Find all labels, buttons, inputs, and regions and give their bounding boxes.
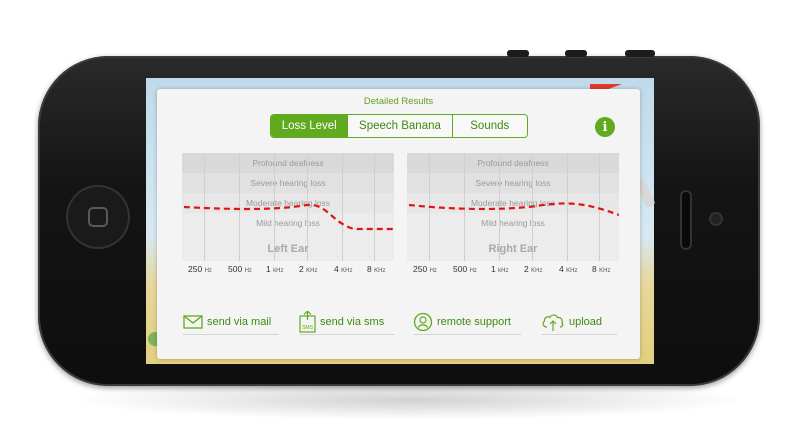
freq-unit: KHz [341, 268, 353, 274]
freq-tick: 2 KHz [299, 264, 317, 274]
band-profound: Profound deafness [407, 153, 619, 173]
tab-sounds[interactable]: Sounds [452, 115, 527, 137]
dialog-title: Detailed Results [363, 96, 434, 107]
left-ear-audiogram: Profound deafness Severe hearing loss Mo… [182, 153, 394, 261]
left-ear-label: Left Ear [267, 243, 309, 255]
freq-unit: Hz [204, 268, 212, 274]
freq-value: 8 [592, 264, 597, 274]
grid-line [599, 153, 600, 261]
freq-value: 500 [453, 264, 468, 274]
tab-speech-banana[interactable]: Speech Banana [348, 115, 453, 137]
freq-tick: 250 Hz [413, 264, 437, 274]
home-button[interactable] [66, 185, 130, 249]
freq-value: 250 [413, 264, 428, 274]
freq-value: 1 [491, 264, 496, 274]
left-ear-loss-curve [183, 203, 394, 231]
freq-value: 2 [524, 264, 529, 274]
support-icon [413, 312, 433, 331]
volume-button-1 [507, 50, 529, 57]
earpiece-speaker [680, 190, 692, 250]
freq-tick: 250 Hz [188, 264, 212, 274]
freq-value: 500 [228, 264, 243, 274]
freq-tick: 1 kHz [266, 264, 283, 274]
upload-button[interactable]: upload [541, 311, 617, 335]
freq-unit: kHz [498, 268, 509, 274]
send-via-mail-button[interactable]: send via mail [183, 311, 279, 335]
freq-unit: KHz [531, 268, 543, 274]
grid-line [274, 153, 275, 261]
band-mild: Mild hearing loss [407, 213, 619, 233]
remote-support-label: remote support [437, 315, 511, 328]
mail-icon [183, 314, 203, 329]
freq-unit: KHz [599, 268, 611, 274]
grid-line [374, 153, 375, 261]
front-camera [711, 214, 721, 224]
band-severe: Severe hearing loss [182, 173, 394, 193]
band-profound: Profound deafness [182, 153, 394, 173]
freq-tick: 8 KHz [592, 264, 610, 274]
freq-unit: Hz [469, 268, 477, 274]
freq-tick: 4 KHz [334, 264, 352, 274]
freq-unit: KHz [306, 268, 318, 274]
freq-tick: 4 KHz [559, 264, 577, 274]
remote-support-button[interactable]: remote support [413, 311, 521, 335]
freq-value: 1 [266, 264, 271, 274]
upload-icon [542, 313, 564, 331]
freq-value: 4 [559, 264, 564, 274]
freq-tick: 500 Hz [228, 264, 252, 274]
freq-unit: Hz [429, 268, 437, 274]
volume-button-2 [565, 50, 587, 57]
grid-line [307, 153, 308, 261]
grid-line [464, 153, 465, 261]
grid-line [499, 153, 500, 261]
send-via-sms-label: send via sms [320, 315, 385, 328]
freq-value: 4 [334, 264, 339, 274]
detailed-results-dialog: Detailed Results Loss Level Speech Banan… [157, 89, 640, 359]
home-button-icon [88, 207, 108, 227]
grid-line [567, 153, 568, 261]
right-ear-loss-curve [408, 202, 619, 217]
tab-loss-level[interactable]: Loss Level [271, 115, 349, 137]
freq-unit: kHz [273, 268, 284, 274]
freq-tick: 1 kHz [491, 264, 508, 274]
sms-icon: SMS [299, 310, 316, 333]
grid-line [342, 153, 343, 261]
freq-tick: 8 KHz [367, 264, 385, 274]
upload-label: upload [569, 315, 603, 328]
results-tab-bar: Loss Level Speech Banana Sounds [270, 114, 528, 138]
right-ear-label: Right Ear [488, 243, 538, 255]
freq-unit: KHz [566, 268, 578, 274]
freq-tick: 500 Hz [453, 264, 477, 274]
freq-tick: 2 KHz [524, 264, 542, 274]
freq-unit: Hz [244, 268, 252, 274]
freq-value: 250 [188, 264, 203, 274]
freq-value: 8 [367, 264, 372, 274]
freq-value: 2 [299, 264, 304, 274]
right-ear-audiogram: Profound deafness Severe hearing loss Mo… [407, 153, 619, 261]
freq-unit: KHz [374, 268, 386, 274]
sms-icon-text: SMS [302, 325, 314, 331]
power-button [625, 50, 655, 57]
info-icon[interactable]: i [595, 117, 615, 137]
phone-shadow [70, 380, 750, 420]
band-mild: Mild hearing loss [182, 213, 394, 233]
send-via-mail-label: send via mail [207, 315, 272, 328]
send-via-sms-button[interactable]: SMS send via sms [299, 310, 395, 335]
band-severe: Severe hearing loss [407, 173, 619, 193]
grid-line [239, 153, 240, 261]
